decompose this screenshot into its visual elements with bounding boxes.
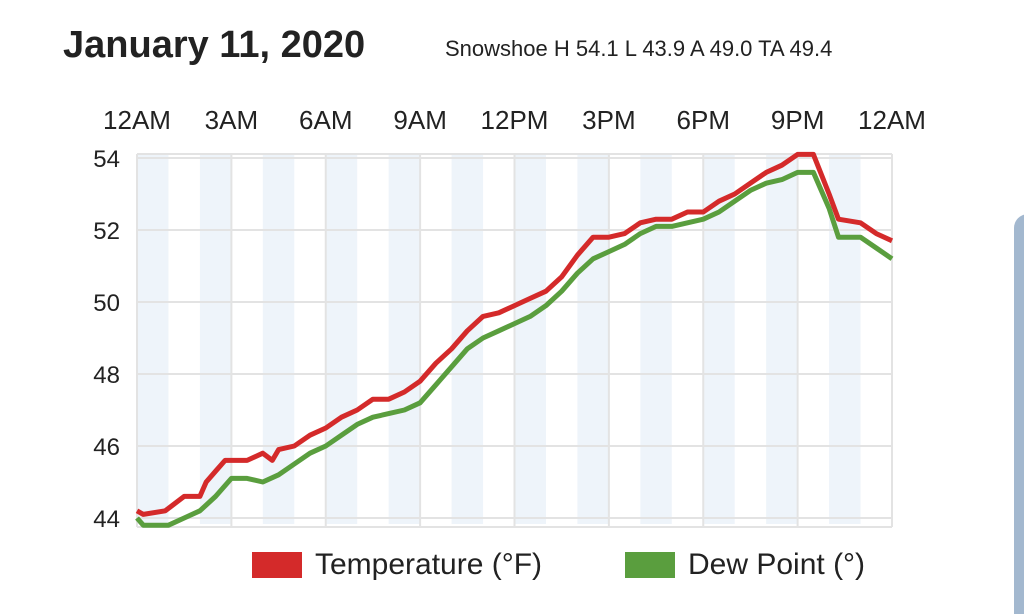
hour-band bbox=[514, 154, 546, 524]
hour-band bbox=[325, 154, 358, 524]
temperature-line bbox=[135, 151, 894, 517]
temperature-chart: 12AM 3AM 6AM 9AM 12PM 3PM 6PM 9PM 12AM 44 46 48 50 5… bbox=[93, 105, 926, 533]
x-tick-label: 3AM bbox=[205, 105, 258, 135]
y-tick-label: 46 bbox=[93, 434, 120, 461]
hour-band bbox=[262, 154, 295, 524]
y-tick-label: 48 bbox=[93, 362, 120, 389]
x-tick-label: 3PM bbox=[582, 105, 635, 135]
side-panel-edge bbox=[1014, 214, 1024, 614]
hour-band bbox=[829, 154, 861, 524]
station-summary: Snowshoe H 54.1 L 43.9 A 49.0 TA 49.4 bbox=[445, 36, 833, 61]
x-tick-label: 12PM bbox=[481, 105, 549, 135]
hour-band bbox=[766, 154, 798, 524]
hour-band bbox=[640, 154, 672, 524]
dew-point-line bbox=[135, 169, 894, 528]
x-tick-label: 6AM bbox=[299, 105, 352, 135]
legend-item-dew-point[interactable]: Dew Point (°) bbox=[625, 548, 865, 582]
page-title: January 11, 2020 bbox=[63, 24, 366, 66]
y-tick-label: 54 bbox=[93, 146, 120, 173]
hour-band bbox=[577, 154, 609, 524]
y-tick-label: 44 bbox=[93, 506, 120, 533]
x-tick-label: 9AM bbox=[393, 105, 446, 135]
x-tick-label: 6PM bbox=[677, 105, 730, 135]
legend-label-temperature: Temperature (°F) bbox=[315, 548, 543, 581]
x-tick-label: 12AM bbox=[103, 105, 171, 135]
temperature-swatch bbox=[252, 552, 302, 578]
x-tick-label: 12AM bbox=[858, 105, 926, 135]
hour-band bbox=[388, 154, 421, 524]
y-tick-label: 52 bbox=[93, 218, 120, 245]
x-tick-label: 9PM bbox=[771, 105, 824, 135]
dew-point-swatch bbox=[625, 552, 675, 578]
legend-item-temperature[interactable]: Temperature (°F) bbox=[252, 548, 542, 582]
legend-label-dew-point: Dew Point (°) bbox=[688, 548, 866, 581]
hour-band bbox=[137, 154, 169, 524]
y-tick-label: 50 bbox=[93, 290, 120, 317]
